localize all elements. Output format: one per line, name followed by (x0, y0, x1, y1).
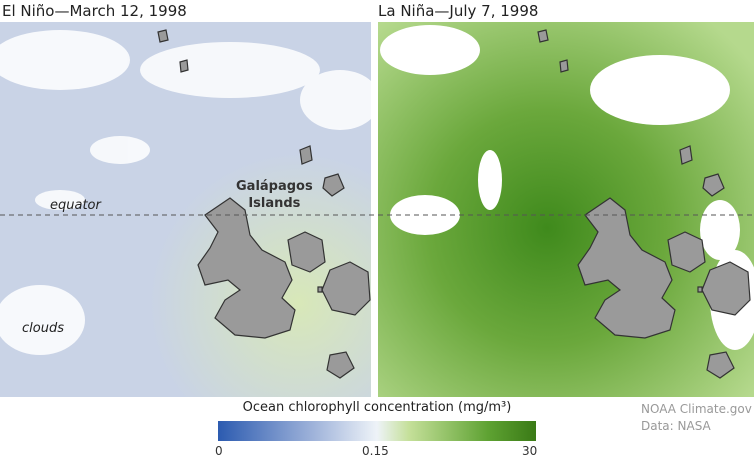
credit: Data: NASA (641, 419, 711, 433)
colorbar (218, 421, 536, 441)
clouds-label: clouds (22, 321, 64, 336)
legend-tick: 0.15 (362, 444, 389, 458)
panel-title: El Niño—March 12, 1998 (2, 2, 187, 20)
islands-label: Galápagos Islands (236, 179, 313, 211)
equator-label: equator (50, 198, 101, 213)
legend-title: Ocean chlorophyll concentration (mg/m³) (242, 400, 512, 415)
panel-title: La Niña—July 7, 1998 (378, 2, 539, 20)
legend-tick: 30 (522, 444, 538, 458)
clouds-left (0, 30, 380, 355)
legend-tick: 0 (215, 444, 223, 458)
credit: NOAA Climate.gov (641, 402, 752, 416)
